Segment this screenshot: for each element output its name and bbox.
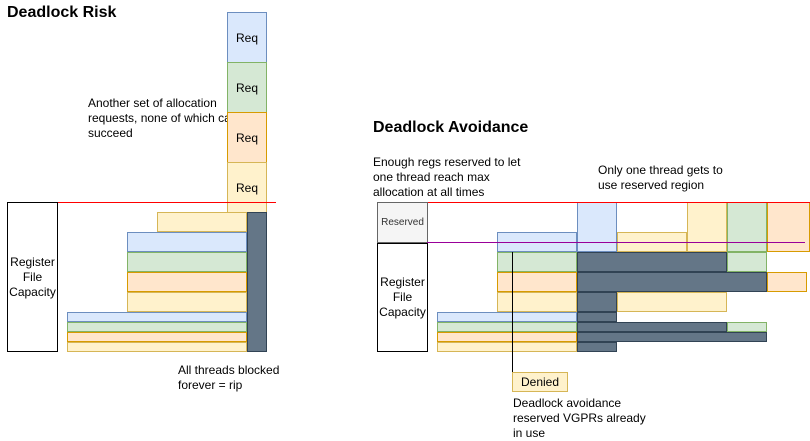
- request-block: Req: [227, 112, 267, 163]
- thread-allocation: [157, 212, 247, 232]
- thread-allocation: [67, 332, 247, 342]
- thread-allocation: [67, 342, 247, 352]
- denied-badge: Denied: [512, 372, 568, 392]
- denied-note: Deadlock avoidance reserved VGPRs alread…: [513, 396, 646, 440]
- thread-allocation: [767, 272, 807, 292]
- thread-allocation: [497, 292, 577, 312]
- thread-allocation: [127, 252, 247, 272]
- reserve-line: [427, 242, 805, 243]
- thread-allocation: [497, 252, 577, 272]
- request-block: Req: [227, 162, 267, 213]
- thread-allocation: [127, 272, 247, 292]
- thread-allocation-active: [577, 272, 767, 292]
- request-label: Req: [235, 130, 258, 145]
- request-block: Req: [227, 12, 267, 63]
- deadlock-risk-title: Deadlock Risk: [7, 4, 117, 21]
- request-label: Req: [235, 180, 258, 195]
- thread-allocation: [67, 312, 247, 322]
- thread-allocation: [727, 322, 767, 332]
- blocked-column: [247, 212, 267, 352]
- thread-allocation-active: [577, 322, 727, 332]
- one-thread-note: Only one thread gets to use reserved reg…: [598, 163, 723, 192]
- thread-allocation: [727, 252, 767, 272]
- thread-allocation: [437, 342, 577, 352]
- thread-allocation-active: [577, 312, 617, 322]
- capacity-line: [57, 202, 276, 203]
- thread-allocation: [127, 232, 247, 252]
- thread-allocation-active: [577, 252, 727, 272]
- thread-allocation: [67, 322, 247, 332]
- request-label: Req: [235, 30, 258, 45]
- thread-allocation: [437, 322, 577, 332]
- deadlock-avoidance-title: Deadlock Avoidance: [373, 119, 529, 136]
- denied-label: Denied: [520, 375, 560, 389]
- thread-allocation: [497, 272, 577, 292]
- reserved-allocation: [727, 202, 767, 252]
- capacity-line: [427, 202, 810, 203]
- register-file-capacity-label: Register File Capacity: [9, 254, 56, 299]
- reserved-allocation: [767, 202, 810, 252]
- request-label: Req: [235, 80, 258, 95]
- thread-allocation: [437, 312, 577, 322]
- thread-allocation: [127, 292, 247, 312]
- blocked-note: All threads blocked forever = rip: [178, 363, 280, 392]
- reserved-allocation: [687, 202, 727, 252]
- thread-allocation: [617, 292, 727, 312]
- reserved-allocation: [577, 202, 617, 252]
- thread-allocation-active: [577, 342, 617, 352]
- register-file-capacity: Register File Capacity: [377, 243, 428, 352]
- thread-allocation: [437, 332, 577, 342]
- request-block: Req: [227, 62, 267, 113]
- register-file-capacity: Register File Capacity: [7, 202, 58, 352]
- thread-allocation-active: [577, 332, 767, 342]
- register-file-capacity-label: Register File Capacity: [379, 275, 426, 319]
- thread-allocation-active: [577, 292, 617, 312]
- denied-pointer-line: [512, 252, 513, 372]
- allocation-requests-note: Another set of allocation requests, none…: [88, 96, 238, 140]
- reserved-region: Reserved: [377, 202, 428, 243]
- reserve-note: Enough regs reserved to let one thread r…: [373, 155, 521, 199]
- reserved-label: Reserved: [381, 217, 424, 228]
